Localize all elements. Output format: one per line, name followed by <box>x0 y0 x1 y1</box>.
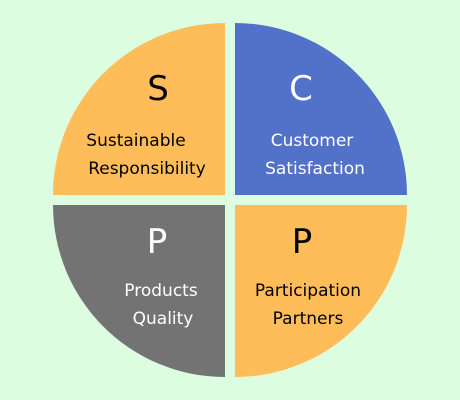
quadrant-bottom-left-letter: P <box>147 222 168 262</box>
quadrant-top-left-line1: Sustainable <box>86 131 185 151</box>
quadrant-top-right: C Customer Satisfaction <box>235 23 407 195</box>
quadrant-bottom-right: P Participation Partners <box>235 205 407 377</box>
quadrant-bottom-left: P Products Quality <box>53 205 225 377</box>
quadrant-bottom-left-shape <box>53 205 225 377</box>
quadrant-top-left-letter: S <box>147 69 169 109</box>
quadrant-top-right-line1: Customer <box>271 131 354 151</box>
quadrant-bottom-right-letter: P <box>292 222 313 262</box>
quadrant-top-left-line2: Responsibility <box>88 159 206 179</box>
quadrant-bottom-left-line1: Products <box>124 281 198 301</box>
quadrant-top-right-shape <box>235 23 407 195</box>
quadrant-bottom-right-shape <box>235 205 407 377</box>
quadrant-top-right-letter: C <box>289 69 313 109</box>
quadrant-bottom-right-line2: Partners <box>273 309 344 329</box>
quadrant-top-left: S Sustainable Responsibility <box>53 23 225 195</box>
quadrant-top-right-line2: Satisfaction <box>265 159 365 179</box>
quadrant-bottom-right-line1: Participation <box>255 281 361 301</box>
quadrant-top-left-shape <box>53 23 225 195</box>
quadrant-bottom-left-line2: Quality <box>133 309 194 329</box>
